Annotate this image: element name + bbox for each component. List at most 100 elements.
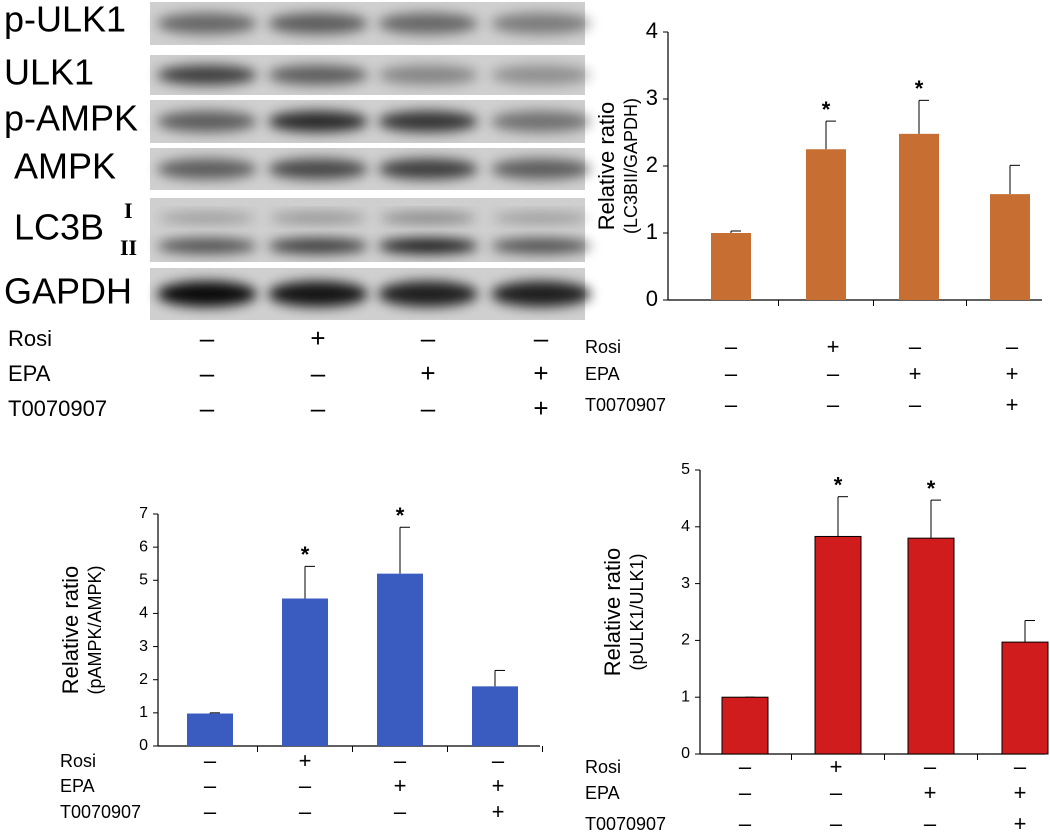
y-tick-label: 1	[646, 219, 658, 244]
blot-band	[491, 12, 591, 35]
y-tick-label: 2	[646, 152, 658, 177]
blot-band	[268, 110, 368, 133]
condition-sign: +	[827, 334, 840, 359]
condition-name: Rosi	[60, 751, 96, 771]
condition-sign: –	[830, 780, 843, 805]
blot-band	[270, 212, 366, 224]
condition-sign: +	[533, 393, 548, 423]
y-axis-label: (LC3BII/GAPDH)	[621, 98, 641, 234]
bar	[907, 537, 955, 755]
condition-sign: +	[310, 323, 325, 353]
condition-sign: –	[827, 392, 840, 417]
condition-sign: –	[830, 811, 843, 836]
condition-sign: +	[1014, 780, 1027, 805]
y-tick-label: 1	[139, 704, 148, 721]
condition-name: Rosi	[8, 326, 52, 351]
y-tick-label: 3	[139, 638, 148, 655]
condition-sign: –	[909, 334, 922, 359]
blot-band	[268, 281, 368, 307]
y-tick-label: 5	[681, 461, 690, 478]
y-axis-label: Relative ratio	[594, 102, 619, 230]
condition-sign: –	[200, 358, 215, 388]
blot-band	[378, 238, 478, 254]
bar	[1001, 641, 1049, 755]
condition-sign: +	[1014, 811, 1027, 836]
condition-sign: +	[492, 799, 505, 824]
significance-mark: *	[834, 473, 843, 498]
significance-mark: *	[301, 542, 310, 567]
blot-band	[157, 238, 257, 254]
blot-band	[491, 281, 591, 307]
condition-sign: –	[924, 811, 937, 836]
condition-sign: –	[909, 392, 922, 417]
condition-sign: –	[739, 754, 752, 779]
condition-name: T0070907	[585, 395, 666, 415]
condition-name: EPA	[60, 776, 95, 796]
y-tick-label: 0	[139, 737, 148, 754]
condition-sign: +	[299, 748, 312, 773]
condition-sign: –	[739, 780, 752, 805]
blot-band	[157, 110, 257, 133]
condition-name: EPA	[585, 783, 620, 803]
condition-sign: –	[311, 358, 326, 388]
condition-name: EPA	[585, 364, 620, 384]
blot-band	[491, 238, 591, 254]
blot-label: p-AMPK	[4, 98, 138, 139]
blot-band	[268, 12, 368, 35]
y-tick-label: 3	[646, 85, 658, 110]
condition-sign: –	[311, 393, 326, 423]
condition-sign: +	[533, 358, 548, 388]
condition-sign: –	[421, 393, 436, 423]
condition-name: T0070907	[8, 396, 107, 421]
bar	[472, 686, 518, 746]
condition-sign: +	[1006, 361, 1019, 386]
significance-mark: *	[927, 476, 936, 501]
condition-sign: +	[420, 358, 435, 388]
bar	[282, 598, 328, 746]
blot-band	[378, 158, 478, 180]
condition-sign: –	[1006, 334, 1019, 359]
blot-band	[491, 110, 591, 133]
condition-sign: –	[492, 748, 505, 773]
bar	[711, 233, 751, 300]
lc3b-form-label: I	[124, 198, 133, 223]
blot-band	[380, 212, 476, 224]
blot-label: GAPDH	[4, 271, 132, 312]
condition-sign: +	[924, 780, 937, 805]
condition-sign: +	[1006, 392, 1019, 417]
y-axis-label: Relative ratio	[600, 548, 625, 676]
condition-sign: –	[200, 323, 215, 353]
blot-band	[268, 238, 368, 254]
blot-band	[378, 12, 478, 35]
condition-name: T0070907	[60, 802, 141, 822]
blot-band	[493, 212, 589, 224]
blot-band	[491, 158, 591, 180]
condition-sign: –	[725, 392, 738, 417]
blot-band	[157, 158, 257, 180]
condition-sign: –	[299, 799, 312, 824]
condition-sign: –	[204, 773, 217, 798]
condition-sign: –	[299, 773, 312, 798]
y-tick-label: 6	[139, 538, 148, 555]
bar	[721, 696, 769, 755]
blot-label: AMPK	[14, 146, 116, 187]
condition-sign: –	[204, 799, 217, 824]
y-tick-label: 1	[681, 688, 690, 705]
blot-band	[159, 212, 255, 224]
y-axis-label: (pAMPK/AMPK)	[85, 565, 105, 694]
blot-band	[491, 65, 591, 85]
blot-band	[378, 281, 478, 307]
condition-name: Rosi	[585, 757, 621, 777]
y-axis-label: Relative ratio	[58, 566, 83, 694]
y-tick-label: 4	[646, 18, 658, 43]
lc3b-form-label: II	[120, 235, 137, 260]
blot-label: ULK1	[4, 52, 94, 93]
condition-sign: –	[200, 393, 215, 423]
blot-band	[268, 158, 368, 180]
blot-band	[268, 65, 368, 85]
condition-sign: –	[1014, 754, 1027, 779]
bar	[990, 194, 1030, 300]
significance-mark: *	[396, 503, 405, 528]
condition-name: T0070907	[585, 814, 666, 834]
